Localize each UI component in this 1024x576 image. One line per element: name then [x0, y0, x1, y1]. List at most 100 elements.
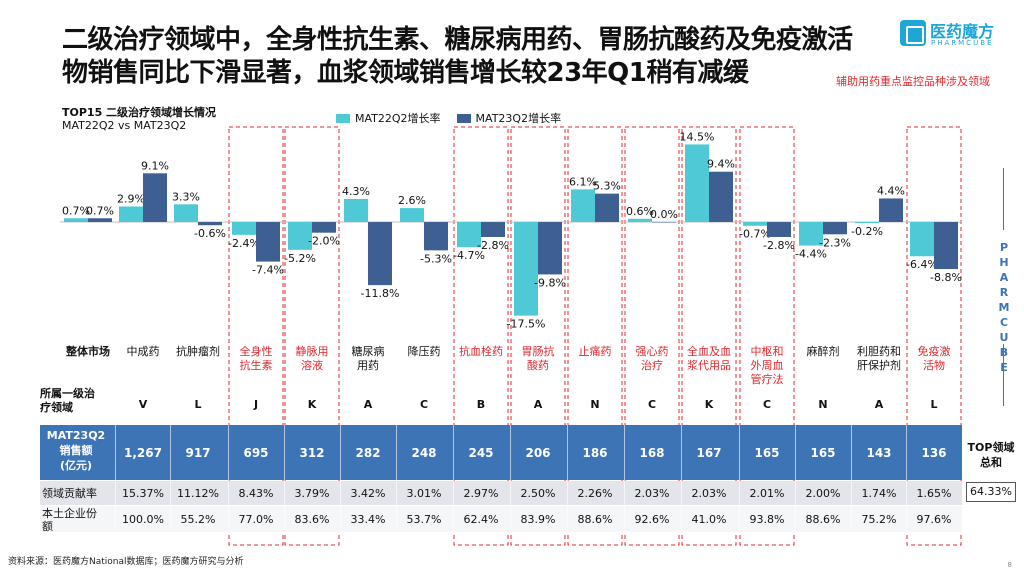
domain-cell: K: [307, 398, 317, 411]
category-label-line: 糖尿病: [351, 345, 385, 358]
highlight-box: [228, 126, 284, 546]
data-label: 9.4%: [707, 158, 735, 171]
legend-swatch-mat23: [456, 113, 471, 123]
category-label-line: 麻醉剂: [806, 345, 840, 358]
sales-cell: 136: [921, 446, 947, 460]
column-separator: [115, 425, 116, 530]
page-title: 二级治疗领域中，全身性抗生素、糖尿病用药、胃肠抗酸药及免疫激活 物销售同比下滑显…: [62, 24, 902, 90]
bar-mat23: [767, 222, 791, 237]
contribution-cell: 3.79%: [294, 487, 330, 500]
contribution-cell: 1.65%: [916, 487, 952, 500]
data-label: -2.0%: [308, 235, 340, 248]
category-label-line: 肝保护剂: [857, 359, 901, 372]
column-separator: [396, 425, 397, 530]
top-total-label: TOP领域 总和: [964, 440, 1018, 470]
category-label-line: 抗血栓药: [459, 345, 503, 358]
domain-cell: B: [476, 398, 486, 411]
category-label-line: 中枢和: [750, 345, 784, 358]
category-label-line: 整体市场: [66, 345, 110, 358]
category-label: 全血及血 浆代用品: [681, 345, 737, 373]
bar-mat22: [910, 222, 934, 257]
sales-cell: 312: [299, 446, 325, 460]
category-label-line: 外周血: [750, 359, 784, 372]
chart-title: TOP15 二级治疗领域增长情况: [62, 106, 217, 119]
bar-mat23: [934, 222, 958, 270]
category-label-line: 浆代用品: [687, 359, 731, 372]
bar-mat23: [481, 222, 505, 237]
category-label-line: 中成药: [126, 345, 160, 358]
sales-cell: 206: [525, 446, 551, 460]
category-label-line: 管疗法: [750, 373, 784, 386]
bar-mat23: [88, 218, 112, 222]
category-label: 胃肠抗 酸药: [510, 345, 566, 373]
contribution-cell: 8.43%: [238, 487, 274, 500]
contribution-row-label: 领域贡献率: [42, 487, 97, 500]
contribution-cell: 3.42%: [350, 487, 386, 500]
category-label: 抗血栓药: [453, 345, 509, 359]
local-share-row-label-line2: 额: [42, 520, 53, 533]
contribution-cell: 2.01%: [749, 487, 785, 500]
bar-mat23: [879, 198, 903, 222]
domain-cell: A: [363, 398, 373, 411]
local-share-cell: 62.4%: [463, 513, 499, 526]
page-number: 8: [1007, 561, 1012, 569]
bar-mat22: [743, 222, 767, 226]
data-label: -4.4%: [795, 248, 827, 261]
bar-mat23: [652, 222, 676, 223]
legend-swatch-mat22: [336, 113, 350, 123]
data-label: 5.3%: [593, 180, 621, 193]
domain-row-label: 所属一级治 疗领域: [40, 387, 95, 415]
category-label: 免疫激 活物: [906, 345, 962, 373]
domain-cell: N: [818, 398, 828, 411]
highlight-box: [739, 126, 795, 546]
domain-cell: V: [138, 398, 148, 411]
category-label-line: 降压药: [407, 345, 441, 358]
data-label: -5.2%: [284, 252, 316, 265]
chart-legend: MAT22Q2增长率 MAT23Q2增长率: [336, 110, 571, 126]
category-label: 麻醉剂: [795, 345, 851, 359]
side-brand-letter: P: [999, 241, 1009, 254]
data-label: -7.4%: [252, 264, 284, 277]
column-separator: [795, 425, 796, 530]
domain-cell: A: [533, 398, 543, 411]
highlight-box: [624, 126, 680, 546]
contribution-cell: 2.00%: [805, 487, 841, 500]
sales-cell: 167: [696, 446, 722, 460]
bar-mat23: [198, 222, 222, 226]
local-share-cell: 92.6%: [634, 513, 670, 526]
sales-cell: 245: [468, 446, 494, 460]
highlight-box: [284, 126, 340, 546]
column-separator: [510, 425, 511, 530]
category-label-line: 强心药: [635, 345, 669, 358]
category-label: 强心药 治疗: [624, 345, 680, 373]
category-label: 止痛药: [567, 345, 623, 359]
sales-row-band: [40, 425, 962, 480]
highlight-box: [906, 126, 962, 546]
bar-mat22: [628, 218, 652, 222]
local-share-cell: 97.6%: [916, 513, 952, 526]
chart-subtitle: MAT22Q2 vs MAT23Q2: [62, 119, 187, 132]
column-separator: [340, 425, 341, 530]
bar-mat22: [174, 204, 198, 222]
data-label: -0.6%: [194, 227, 226, 240]
data-label: -9.8%: [534, 276, 566, 289]
data-label: 2.9%: [117, 192, 145, 205]
column-separator: [851, 425, 852, 530]
category-label-line: 止痛药: [578, 345, 612, 358]
local-share-cell: 75.2%: [861, 513, 897, 526]
side-brand-letter: U: [999, 331, 1009, 344]
highlight-note: 辅助用药重点监控品种涉及领域: [836, 75, 990, 88]
local-share-cell: 33.4%: [350, 513, 386, 526]
domain-row-label-line2: 疗领域: [40, 401, 73, 414]
title-line-2: 物销售同比下滑显著，血浆领域销售增长较23年Q1稍有减缓: [62, 58, 749, 88]
bar-mat23: [595, 193, 619, 222]
domain-cell: C: [419, 398, 429, 411]
category-label: 中枢和 外周血 管疗法: [739, 345, 795, 387]
domain-cell: C: [647, 398, 657, 411]
side-brand-letter: M: [998, 301, 1010, 314]
logo-name-cn: 医药魔方: [930, 22, 995, 41]
